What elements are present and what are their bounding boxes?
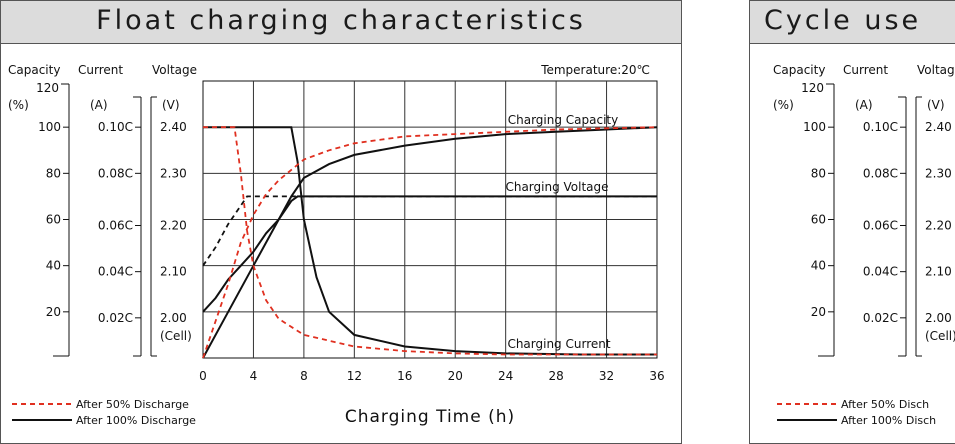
current-axis-unit: (A) [855, 98, 873, 112]
voltage-tick-label: 2.40 [925, 120, 952, 134]
current-tick-label: 0.02C [98, 311, 133, 325]
legend-label: After 100% Discharge [76, 414, 196, 427]
legend-label: After 50% Discharge [76, 398, 189, 411]
chart-title-2: Cycle use [764, 5, 922, 36]
capacity-axis-title: Capacity [8, 63, 60, 77]
temperature-label: Temperature:20℃ [540, 63, 650, 77]
voltage-cell-label: (Cell) [160, 329, 192, 343]
x-tick-label: 24 [498, 369, 513, 383]
x-tick-label: 12 [347, 369, 362, 383]
x-tick-label: 8 [300, 369, 308, 383]
x-tick-label: 36 [649, 369, 664, 383]
current-tick-label: 0.06C [863, 219, 898, 233]
current-tick-label: 0.04C [863, 265, 898, 279]
voltage-axis-unit: (V) [162, 98, 180, 112]
voltage-tick-label: 2.20 [160, 219, 187, 233]
current-axis-unit: (A) [90, 98, 108, 112]
chart-title-bar-2: Cycle use [750, 1, 955, 44]
legend-label: After 50% Disch [841, 398, 929, 411]
current-tick-label: 0.10C [863, 120, 898, 134]
legend-label: After 100% Disch [841, 414, 936, 427]
current-tick-label: 0.08C [98, 166, 133, 180]
capacity-tick-label: 60 [46, 213, 61, 227]
current-axis-title: Current [78, 63, 123, 77]
x-tick-label: 16 [397, 369, 412, 383]
float-charging-chart-panel: Float charging characteristics [0, 0, 682, 444]
curve-annotation: Charging Voltage [505, 180, 608, 194]
voltage-tick-label: 2.10 [925, 265, 952, 279]
cycle-use-chart-panel: Cycle use [749, 0, 955, 444]
capacity-tick-label: 40 [811, 259, 826, 273]
series-line-charging-current-100 [203, 126, 657, 356]
voltage-tick-label: 2.30 [160, 166, 187, 180]
capacity-tick-label: 20 [46, 305, 61, 319]
series-line-charging-voltage-100 [202, 195, 657, 313]
x-tick-label: 28 [548, 369, 563, 383]
voltage-axis-title: Voltag [917, 63, 955, 77]
curve-annotation: Charging Capacity [508, 113, 619, 127]
series-line-charging-voltage-50 [202, 195, 657, 267]
current-tick-label: 0.04C [98, 265, 133, 279]
voltage-tick-label: 2.20 [925, 219, 952, 233]
capacity-tick-label: 100 [803, 120, 826, 134]
capacity-tick-label: 120 [36, 81, 59, 95]
float-charging-chart: Capacity Current Voltage(%) (A) (V)120100806… [8, 63, 665, 427]
capacity-tick-label: 20 [811, 305, 826, 319]
current-tick-label: 0.08C [863, 166, 898, 180]
current-axis-title: Current [843, 63, 888, 77]
cycle-use-chart: Capacity Current Voltag (%) (A) (V) 120 100 80 60… [773, 63, 955, 427]
capacity-tick-label: 80 [811, 166, 826, 180]
voltage-axis-title: Voltage [152, 63, 197, 77]
capacity-tick-label: 120 [801, 81, 824, 95]
voltage-tick-label: 2.00 [925, 311, 952, 325]
capacity-axis-unit: (%) [8, 98, 29, 112]
x-axis-title: Charging Time (h) [345, 407, 515, 427]
capacity-axis-title: Capacity [773, 63, 825, 77]
voltage-tick-label: 2.40 [160, 120, 187, 134]
x-tick-label: 4 [250, 369, 258, 383]
capacity-tick-label: 60 [811, 213, 826, 227]
voltage-tick-label: 2.00 [160, 311, 187, 325]
capacity-tick-label: 40 [46, 259, 61, 273]
series-line-charging-capacity-100 [202, 126, 658, 359]
x-tick-label: 20 [448, 369, 463, 383]
chart-title: Float charging characteristics [96, 5, 586, 36]
current-tick-label: 0.10C [98, 120, 133, 134]
current-tick-label: 0.06C [98, 219, 133, 233]
voltage-cell-label: (Cell) [925, 329, 955, 343]
x-tick-label: 32 [599, 369, 614, 383]
voltage-tick-label: 2.30 [925, 166, 952, 180]
voltage-axis-unit: (V) [927, 98, 945, 112]
series-line-charging-current-50 [203, 126, 657, 356]
capacity-tick-label: 80 [46, 166, 61, 180]
capacity-tick-label: 100 [38, 120, 61, 134]
curve-annotation: Charging Current [507, 337, 610, 351]
capacity-axis-unit: (%) [773, 98, 794, 112]
x-tick-label: 0 [199, 369, 207, 383]
current-tick-label: 0.02C [863, 311, 898, 325]
series-line-charging-capacity-50 [202, 126, 658, 359]
chart-title-bar: Float charging characteristics [1, 1, 681, 44]
voltage-tick-label: 2.10 [160, 265, 187, 279]
